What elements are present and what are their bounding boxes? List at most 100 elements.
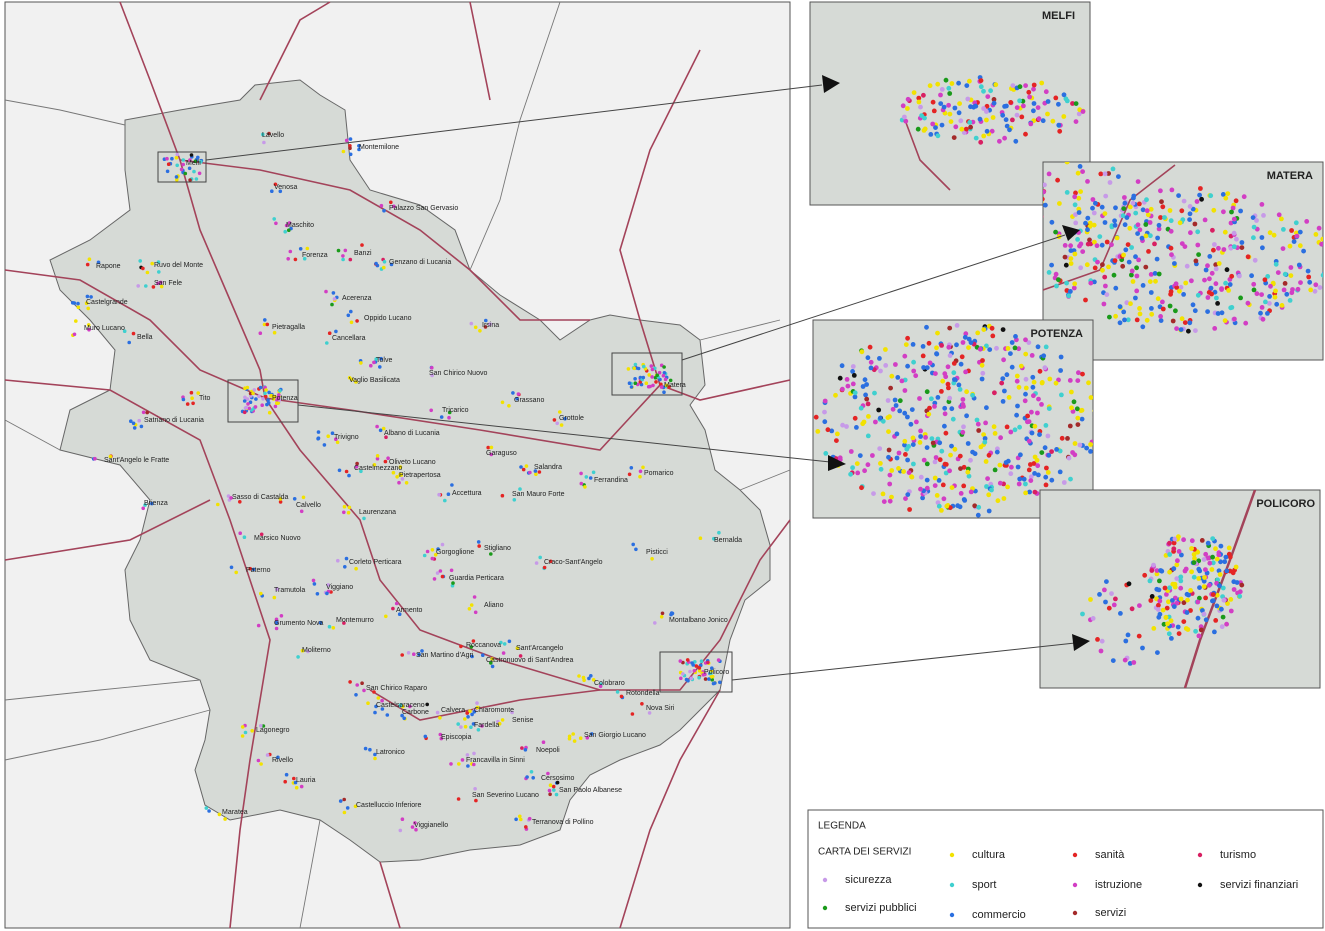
zoom-box: [659, 651, 733, 693]
service-point: [355, 683, 360, 687]
service-point: [1080, 371, 1085, 377]
service-point: [1254, 218, 1259, 223]
place-label: Francavilla in Sinni: [466, 757, 525, 764]
service-point: [572, 739, 577, 743]
service-point: [1147, 578, 1153, 584]
service-point: [1100, 262, 1105, 268]
service-point: [1198, 627, 1204, 633]
service-point: [936, 478, 942, 483]
service-point: [170, 156, 174, 161]
service-point: [490, 664, 495, 669]
service-point: [439, 736, 444, 741]
service-point: [366, 701, 370, 705]
service-point: [251, 567, 256, 572]
service-point: [400, 713, 404, 718]
service-point: [1080, 169, 1085, 175]
service-point: [598, 684, 603, 689]
service-point: [1137, 603, 1142, 608]
arrowheads: [822, 75, 1090, 651]
service-point: [659, 385, 664, 389]
service-point: [1293, 220, 1299, 226]
service-point: [1187, 320, 1193, 326]
service-point: [261, 397, 265, 401]
service-point: [997, 462, 1003, 468]
service-point: [1043, 482, 1049, 488]
service-point: [507, 404, 511, 408]
place-label: San Chirico Nuovo: [429, 370, 487, 377]
service-point: [274, 620, 279, 625]
service-point: [907, 507, 912, 512]
service-point: [327, 624, 332, 629]
service-point: [1094, 243, 1100, 249]
service-point: [1197, 585, 1202, 590]
service-point: [984, 103, 990, 109]
service-point: [1121, 206, 1127, 212]
service-point: [944, 503, 950, 509]
service-point: [1216, 568, 1222, 574]
service-point: [1091, 210, 1097, 216]
service-point: [378, 365, 382, 369]
service-point: [1028, 121, 1034, 127]
service-point: [964, 83, 970, 88]
service-point: [1189, 569, 1194, 575]
service-point: [151, 285, 156, 289]
service-point: [935, 330, 940, 336]
service-point: [192, 169, 196, 174]
service-point: [1043, 474, 1049, 480]
service-point: [959, 126, 965, 132]
service-point: [1224, 568, 1230, 574]
service-point: [181, 397, 186, 402]
service-point: [967, 120, 973, 125]
service-point: [1262, 277, 1268, 283]
service-point: [982, 439, 988, 445]
service-point: [435, 571, 440, 575]
service-point: [949, 81, 955, 86]
service-point: [915, 126, 921, 132]
service-point: [1237, 273, 1242, 279]
service-point: [499, 640, 503, 645]
service-point: [948, 452, 953, 458]
service-point: [1187, 217, 1192, 223]
service-point: [1282, 281, 1288, 286]
service-point: [1210, 560, 1216, 566]
service-point: [150, 501, 154, 506]
service-point: [194, 177, 199, 181]
service-point: [1203, 595, 1208, 601]
service-point: [650, 367, 655, 372]
service-point: [166, 162, 171, 166]
service-point: [941, 496, 947, 502]
service-point: [941, 104, 947, 110]
service-point: [886, 454, 891, 460]
service-point: [990, 333, 996, 339]
service-point: [326, 583, 331, 587]
service-point: [1025, 419, 1030, 425]
service-point: [334, 329, 338, 334]
service-point: [997, 480, 1003, 486]
service-point: [242, 535, 247, 539]
service-point: [1110, 658, 1116, 663]
service-point: [1120, 263, 1126, 269]
service-point: [896, 466, 901, 471]
service-point: [1054, 447, 1059, 452]
service-point: [1031, 393, 1036, 399]
service-point: [1083, 220, 1088, 226]
service-point: [1000, 112, 1006, 118]
service-point: [1054, 283, 1059, 289]
service-point: [1073, 119, 1079, 124]
service-point: [139, 424, 144, 429]
service-point: [878, 461, 883, 466]
service-point: [1134, 265, 1139, 271]
service-point: [962, 498, 968, 503]
service-point: [489, 445, 494, 450]
place-label: Genzano di Lucania: [389, 259, 451, 266]
service-point: [1087, 237, 1092, 243]
service-point: [929, 396, 934, 402]
service-point: [905, 414, 910, 420]
service-point: [1167, 208, 1173, 213]
service-point: [871, 491, 876, 496]
service-point: [865, 355, 871, 361]
service-point: [244, 405, 249, 410]
service-point: [1080, 109, 1086, 114]
service-point: [685, 658, 690, 662]
service-point: [96, 260, 101, 265]
